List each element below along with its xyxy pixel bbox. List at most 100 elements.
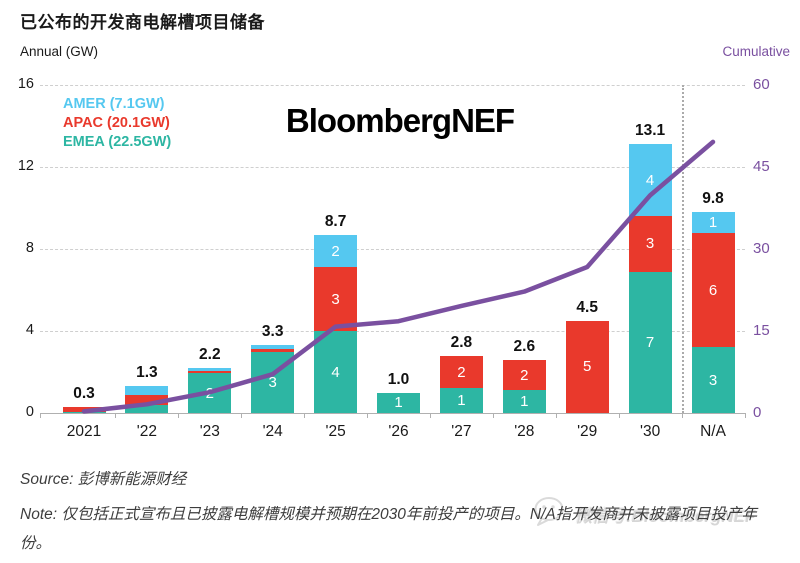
- wechat-watermark-text: 微信号:BloombergNEF: [575, 507, 756, 526]
- bar-segment-amer: [251, 345, 295, 350]
- bar-segment-label: 2: [457, 363, 466, 381]
- bar-segment-apac: 3: [314, 267, 358, 331]
- bar-total-label: 9.8: [702, 190, 724, 208]
- y-tick-label-right: 60: [753, 76, 770, 93]
- bar-total-label: 1.3: [136, 364, 158, 382]
- x-axis-tick: [555, 413, 557, 418]
- bar-segment-emea: 1: [439, 388, 483, 413]
- bar-segment-label: 3: [331, 290, 340, 308]
- bar-segment-label: 3: [645, 235, 655, 253]
- bar-segment-apac: [251, 349, 295, 352]
- bar-segment-emea: 3: [691, 347, 735, 413]
- bar-segment-label: 5: [583, 358, 592, 376]
- y-tick-label-left: 4: [25, 322, 34, 338]
- x-axis-tick: [429, 413, 431, 418]
- bar-segment-amer: [188, 367, 232, 371]
- y-tick-label-right: 0: [753, 404, 762, 421]
- bar-total-label: 3.3: [261, 323, 284, 341]
- bar-segment-amer: 2: [314, 234, 358, 268]
- bar-segment-label: 1: [520, 393, 529, 411]
- cumulative-line: [81, 139, 716, 414]
- bar-segment-emea: 4: [314, 331, 358, 413]
- bar-segment-apac: 5: [565, 320, 609, 413]
- x-tick-label: N/A: [700, 423, 726, 440]
- gridline: [40, 167, 745, 168]
- bar-segment-label: 2: [331, 242, 340, 260]
- bar-segment-label: 3: [708, 371, 718, 389]
- legend: AMER (7.1GW) APAC (20.1GW) EMEA (22.5GW): [63, 95, 171, 152]
- x-axis-tick: [40, 413, 41, 418]
- bar-segment-label: 3: [268, 373, 277, 391]
- gridline: [40, 249, 745, 250]
- x-tick-label: '26: [388, 423, 409, 440]
- y-tick-label-left: 8: [25, 240, 34, 256]
- bar-total-label: 0.3: [73, 384, 95, 402]
- y-tick-label-left: 12: [17, 158, 34, 174]
- x-axis-tick: [492, 413, 494, 418]
- bar-segment-emea: 7: [628, 271, 672, 413]
- bar-segment-apac: [125, 394, 169, 405]
- plot-area: 0.3 1.3 2 2.2 3 3.3 4 3 2 8.7 1 1.0 1 2 2.8 1 2 2.6 5 4.5 7 3…: [40, 85, 746, 418]
- x-tick-label: '28: [514, 423, 535, 440]
- x-tick-label: 2021: [66, 423, 102, 440]
- x-tick-label: '29: [577, 423, 598, 440]
- y-tick-label-right: 45: [753, 158, 770, 175]
- x-axis-tick: [115, 413, 117, 418]
- bar-total-label: 2.8: [450, 333, 473, 351]
- bloombergnef-logo: BloombergNEF: [285, 102, 515, 139]
- chart-container: Annual (GW) Cumulative 0.3 1.3 2 2.2 3 3.3 4 3 2…: [17, 44, 790, 440]
- x-axis-tick: [618, 413, 620, 418]
- x-axis-tick: [304, 413, 306, 418]
- bar-segment-apac: 2: [502, 359, 546, 391]
- right-axis-title: Cumulative: [722, 44, 790, 59]
- y-tick-label-left: 0: [25, 404, 34, 420]
- bar-segment-emea: [125, 404, 169, 413]
- bar-segment-label: 4: [645, 171, 655, 189]
- x-axis-tick: [681, 413, 683, 418]
- bar-segment-label: 6: [708, 281, 718, 299]
- note-text: Note: 仅包括正式宣布且已披露电解槽规模并预期在2030年前投产的项目。N/…: [20, 506, 758, 552]
- x-tick-label: '23: [199, 423, 220, 440]
- na-separator: [681, 85, 684, 413]
- bar-total-label: 2.2: [199, 345, 221, 363]
- left-axis-title: Annual (GW): [20, 44, 99, 59]
- legend-item: APAC (20.1GW): [63, 115, 170, 131]
- bar-total-label: 8.7: [324, 212, 347, 230]
- wechat-watermark: 微信号:BloombergNEF: [533, 496, 755, 533]
- legend-item: AMER (7.1GW): [63, 96, 165, 112]
- x-tick-label: '22: [136, 423, 157, 440]
- bar-segment-apac: 2: [439, 355, 483, 389]
- x-tick-label: '25: [325, 423, 346, 440]
- bar-segment-apac: 3: [628, 216, 672, 272]
- bar-segment-label: 2: [520, 366, 529, 384]
- y-tick-label-right: 30: [753, 240, 770, 257]
- x-axis-tick: [745, 413, 746, 418]
- wechat-icon: [533, 496, 569, 533]
- bar-segment-label: 1: [708, 213, 718, 231]
- x-tick-label: '30: [639, 423, 661, 440]
- bar-segment-emea: 1: [502, 390, 546, 413]
- bar-total-label: 1.0: [387, 370, 410, 388]
- gridline: [40, 331, 745, 332]
- bar-segment-amer: 1: [691, 212, 735, 233]
- bar-segment-label: 7: [645, 333, 655, 351]
- bar-segment-label: 1: [394, 394, 403, 412]
- y-tick-label-right: 15: [753, 322, 770, 339]
- gridline: [40, 85, 745, 86]
- x-axis-tick: [367, 413, 369, 418]
- bar-segment-apac: 6: [691, 232, 735, 348]
- bar-segment-amer: [125, 386, 169, 395]
- x-tick-label: '27: [451, 423, 472, 440]
- x-tick-label: '24: [262, 423, 283, 440]
- bar-total-label: 2.6: [513, 337, 536, 355]
- x-axis-tick: [178, 413, 180, 418]
- bar-total-label: 13.1: [635, 122, 666, 140]
- bar-segment-emea: 1: [377, 392, 420, 413]
- bar-segment-apac: [188, 370, 232, 374]
- bar-segment-label: 4: [331, 363, 340, 381]
- page-title: 已公布的开发商电解槽项目储备: [20, 13, 265, 32]
- legend-item: EMEA (22.5GW): [63, 134, 172, 150]
- y-tick-label-left: 16: [17, 76, 34, 92]
- bar-segment-label: 1: [457, 392, 466, 410]
- source-text: Source: 彭博新能源财经: [20, 471, 187, 488]
